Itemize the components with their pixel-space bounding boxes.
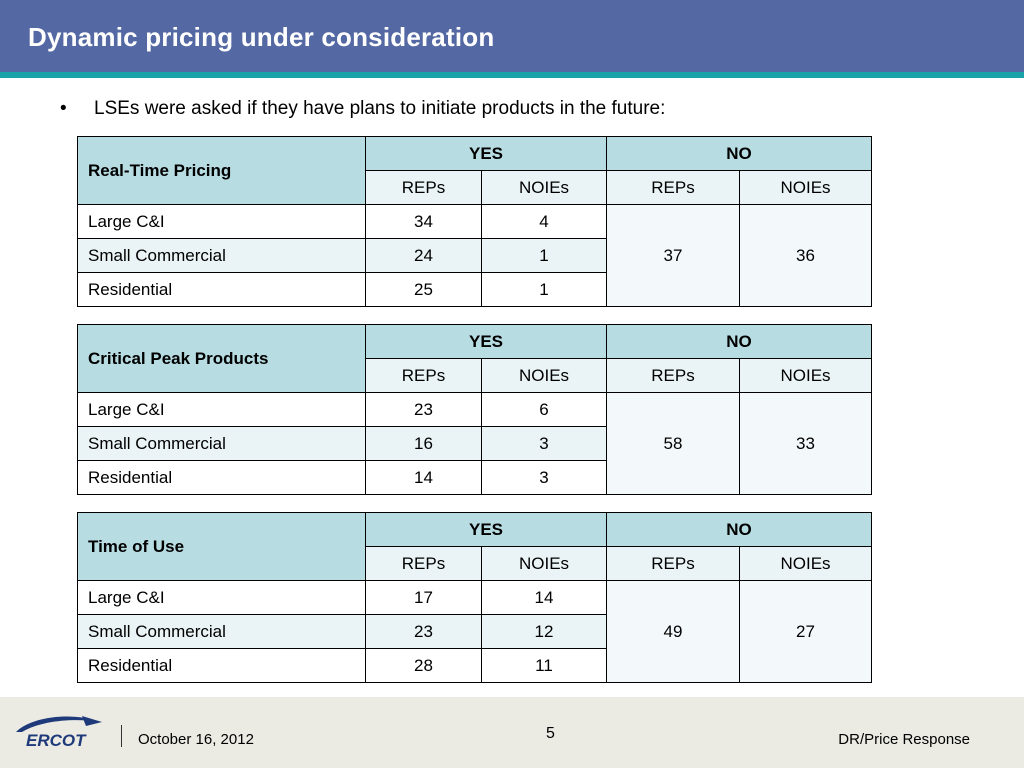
row-label: Large C&I	[77, 580, 366, 615]
cell-yes-noies: 14	[481, 580, 607, 615]
cell-yes-reps: 28	[365, 648, 482, 683]
cell-no-reps: 58	[606, 392, 740, 495]
title-bar	[0, 0, 1024, 72]
subheader-no-noies: NOIEs	[739, 546, 872, 581]
subheader-no-reps: REPs	[606, 170, 740, 205]
row-label: Small Commercial	[77, 614, 366, 649]
footer-bar	[0, 697, 1024, 768]
subheader-no-noies: NOIEs	[739, 358, 872, 393]
cell-yes-reps: 17	[365, 580, 482, 615]
cell-yes-noies: 3	[481, 460, 607, 495]
cell-yes-reps: 23	[365, 614, 482, 649]
table-row: Large C&I 17 14 49 27	[77, 580, 872, 683]
title-bar-stripe	[0, 72, 1024, 78]
header-yes: YES	[365, 512, 607, 547]
table-row: Small Commercial 16 3	[77, 426, 872, 461]
subheader-no-reps: REPs	[606, 546, 740, 581]
row-label: Large C&I	[77, 204, 366, 239]
table-time-of-use: Time of Use YES NO REPs NOIEs REPs NOIEs…	[77, 512, 872, 683]
header-no: NO	[606, 136, 872, 171]
cell-yes-reps: 16	[365, 426, 482, 461]
cell-yes-noies: 4	[481, 204, 607, 239]
header-yes: YES	[365, 136, 607, 171]
logo-text: ERCOT	[26, 731, 87, 750]
table-real-time-pricing: Real-Time Pricing YES NO REPs NOIEs REPs…	[77, 136, 872, 307]
cell-no-reps: 37	[606, 204, 740, 307]
cell-no-noies: 27	[739, 580, 872, 683]
cell-yes-noies: 12	[481, 614, 607, 649]
cell-yes-reps: 24	[365, 238, 482, 273]
table-row: Small Commercial 23 12	[77, 614, 872, 649]
cell-yes-reps: 23	[365, 392, 482, 427]
row-label: Small Commercial	[77, 426, 366, 461]
cell-yes-noies: 1	[481, 272, 607, 307]
cell-no-noies: 36	[739, 204, 872, 307]
table-row: Small Commercial 24 1	[77, 238, 872, 273]
bullet-dot-icon: •	[60, 98, 67, 119]
subheader-yes-noies: NOIEs	[481, 546, 607, 581]
subheader-no-reps: REPs	[606, 358, 740, 393]
cell-yes-noies: 11	[481, 648, 607, 683]
cell-no-noies: 33	[739, 392, 872, 495]
cell-yes-reps: 34	[365, 204, 482, 239]
bullet-point: • LSEs were asked if they have plans to …	[60, 98, 665, 120]
table-row: Large C&I 23 6 58 33	[77, 392, 872, 495]
row-label: Residential	[77, 460, 366, 495]
cell-yes-noies: 3	[481, 426, 607, 461]
cell-yes-reps: 25	[365, 272, 482, 307]
row-label: Large C&I	[77, 392, 366, 427]
cell-no-reps: 49	[606, 580, 740, 683]
header-yes: YES	[365, 324, 607, 359]
subheader-yes-noies: NOIEs	[481, 358, 607, 393]
footer-date: October 16, 2012	[138, 731, 254, 748]
row-label: Residential	[77, 648, 366, 683]
footer-section: DR/Price Response	[838, 731, 970, 748]
row-label: Residential	[77, 272, 366, 307]
cell-yes-noies: 6	[481, 392, 607, 427]
subheader-no-noies: NOIEs	[739, 170, 872, 205]
page-number: 5	[546, 725, 555, 742]
table-title: Time of Use	[77, 512, 366, 581]
subheader-yes-noies: NOIEs	[481, 170, 607, 205]
table-title: Real-Time Pricing	[77, 136, 366, 205]
subheader-yes-reps: REPs	[365, 358, 482, 393]
table-row: Residential 14 3	[77, 460, 872, 495]
ercot-logo: ERCOT	[16, 716, 102, 750]
footer-divider	[121, 725, 122, 747]
table-critical-peak-products: Critical Peak Products YES NO REPs NOIEs…	[77, 324, 872, 495]
cell-yes-reps: 14	[365, 460, 482, 495]
table-title: Critical Peak Products	[77, 324, 366, 393]
cell-yes-noies: 1	[481, 238, 607, 273]
header-no: NO	[606, 324, 872, 359]
subheader-yes-reps: REPs	[365, 546, 482, 581]
subheader-yes-reps: REPs	[365, 170, 482, 205]
bullet-text: LSEs were asked if they have plans to in…	[94, 98, 666, 119]
table-row: Residential 28 11	[77, 648, 872, 683]
header-no: NO	[606, 512, 872, 547]
slide-title: Dynamic pricing under consideration	[28, 22, 495, 52]
table-row: Large C&I 34 4 37 36	[77, 204, 872, 307]
table-row: Residential 25 1	[77, 272, 872, 307]
row-label: Small Commercial	[77, 238, 366, 273]
